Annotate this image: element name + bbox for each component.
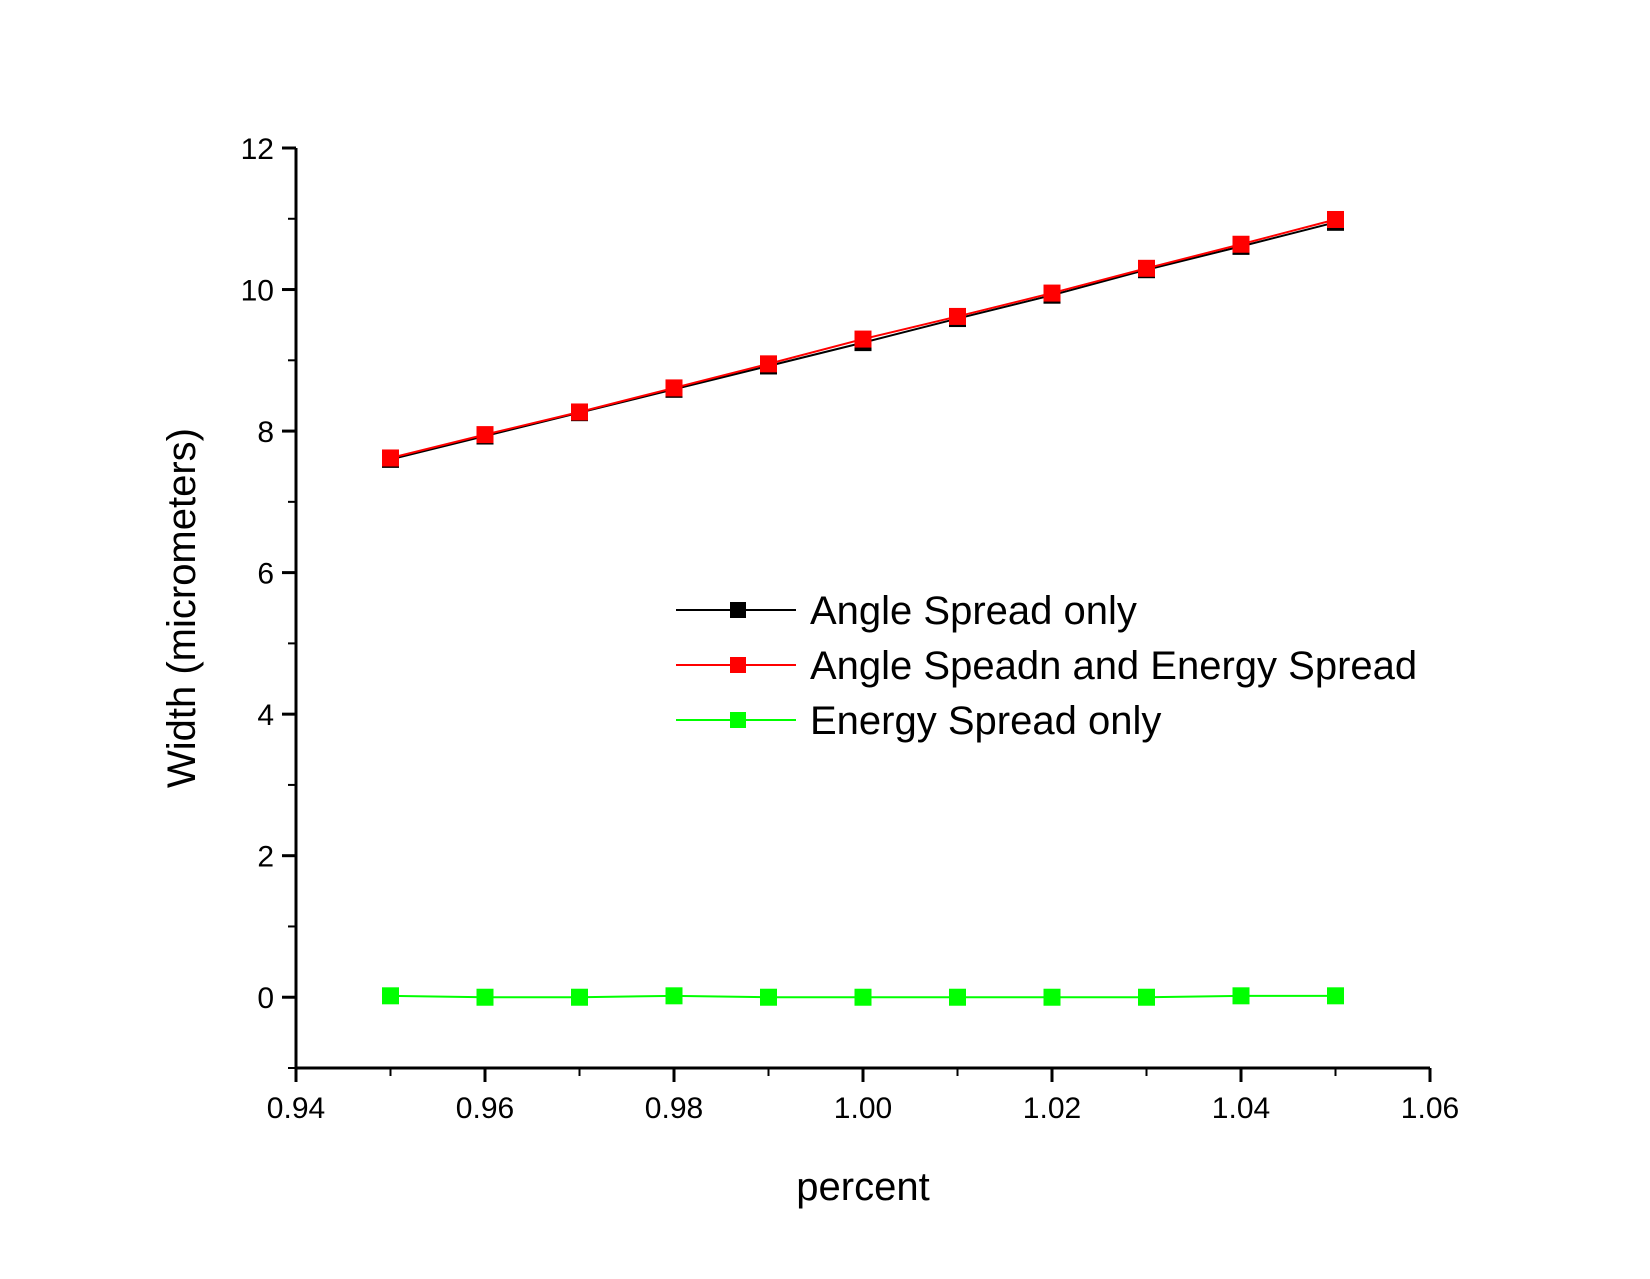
data-point bbox=[949, 307, 966, 325]
legend-label: Angle Spread only bbox=[810, 589, 1137, 633]
data-point bbox=[760, 355, 777, 373]
legend-entry: Angle Spread only bbox=[676, 589, 1137, 633]
legend-entry: Angle Speadn and Energy Spread bbox=[676, 644, 1417, 688]
y-axis-title: Width (micrometers) bbox=[160, 428, 204, 788]
x-tick-label: 0.98 bbox=[645, 1092, 703, 1125]
data-point bbox=[1043, 284, 1061, 302]
legend-label: Angle Speadn and Energy Spread bbox=[810, 644, 1417, 688]
legend-label: Energy Spread only bbox=[810, 699, 1161, 743]
y-tick-label: 4 bbox=[257, 699, 274, 732]
data-point bbox=[949, 988, 966, 1006]
legend-entry: Energy Spread only bbox=[676, 699, 1161, 743]
x-tick-label: 1.06 bbox=[1401, 1092, 1459, 1125]
data-point bbox=[665, 379, 683, 397]
legend-marker-swatch bbox=[730, 712, 746, 728]
y-tick-label: 10 bbox=[241, 275, 274, 308]
series-1 bbox=[382, 210, 1344, 467]
data-point bbox=[571, 403, 588, 421]
y-tick-label: 2 bbox=[257, 841, 274, 874]
x-tick-label: 1.00 bbox=[834, 1092, 892, 1125]
data-point bbox=[665, 987, 683, 1005]
data-point bbox=[382, 987, 399, 1005]
y-tick-label: 0 bbox=[257, 982, 274, 1015]
data-point bbox=[760, 988, 777, 1006]
data-point bbox=[571, 988, 588, 1006]
series-layer bbox=[382, 210, 1344, 1006]
data-point bbox=[854, 988, 872, 1006]
x-tick-label: 0.94 bbox=[267, 1092, 325, 1125]
x-axis-title: percent bbox=[796, 1165, 929, 1209]
legend: Angle Spread only Angle Speadn and Energy… bbox=[676, 589, 1417, 743]
y-tick-label: 6 bbox=[257, 558, 274, 591]
legend-marker-swatch bbox=[730, 657, 746, 673]
series-2 bbox=[382, 987, 1344, 1006]
data-point bbox=[1232, 235, 1250, 253]
x-tick-label: 1.02 bbox=[1023, 1092, 1081, 1125]
y-tick-label: 12 bbox=[241, 133, 274, 166]
data-point bbox=[1043, 988, 1061, 1006]
axes: 0.94 0.96 0.98 1.00 1.02 1.04 1.06 0 2 4 6 8 10 12 bbox=[241, 133, 1460, 1125]
data-point bbox=[1138, 988, 1155, 1006]
data-point bbox=[1327, 987, 1344, 1005]
data-point bbox=[476, 426, 494, 444]
legend-marker-swatch bbox=[730, 602, 746, 618]
data-point bbox=[1327, 210, 1344, 228]
data-point bbox=[1232, 987, 1250, 1005]
data-point bbox=[476, 988, 494, 1006]
data-point bbox=[1138, 259, 1155, 277]
data-point bbox=[854, 330, 872, 348]
x-tick-label: 1.04 bbox=[1212, 1092, 1270, 1125]
x-tick-label: 0.96 bbox=[456, 1092, 514, 1125]
y-tick-label: 8 bbox=[257, 416, 274, 449]
data-point bbox=[382, 449, 399, 467]
